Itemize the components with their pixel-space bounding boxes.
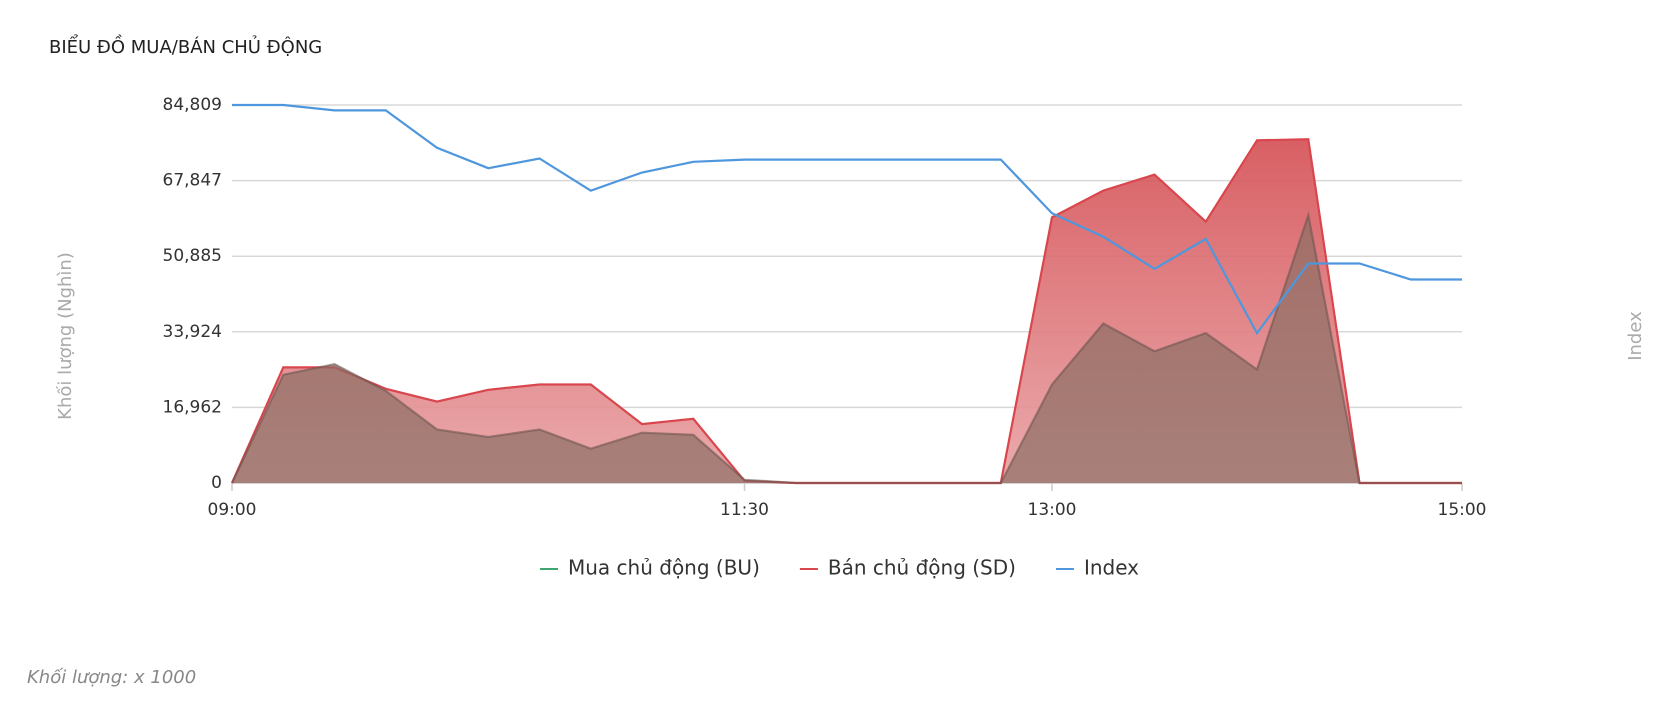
y-axis-label: Khối lượng (Nghìn)	[55, 252, 76, 420]
y-tick-label: 67,847	[163, 171, 222, 191]
x-tick-label: 11:30	[720, 500, 769, 520]
line	[231, 210, 1462, 485]
footnote: Khối lượng: x 1000	[27, 667, 196, 688]
legend-label: Index	[1084, 556, 1139, 580]
y2-axis-label: Index	[1625, 311, 1646, 361]
x-tick-label: 15:00	[1438, 500, 1487, 520]
y-tick-label: 33,924	[163, 322, 222, 342]
chart-title: BIỂU ĐỒ MUA/BÁN CHỦ ĐỘNG	[49, 34, 322, 58]
legend-label: Bán chủ động (SD)	[828, 556, 1016, 580]
legend-label: Mua chủ động (BU)	[568, 556, 760, 580]
y-tick-label: 84,809	[163, 95, 222, 115]
y-tick-label: 16,962	[163, 397, 222, 417]
y-tick-label: 50,885	[163, 246, 222, 266]
x-tick-label: 13:00	[1028, 500, 1077, 520]
x-tick-label: 09:00	[208, 500, 257, 520]
line	[232, 103, 1462, 336]
area	[232, 215, 1462, 484]
y-tick-label: 0	[211, 473, 222, 493]
